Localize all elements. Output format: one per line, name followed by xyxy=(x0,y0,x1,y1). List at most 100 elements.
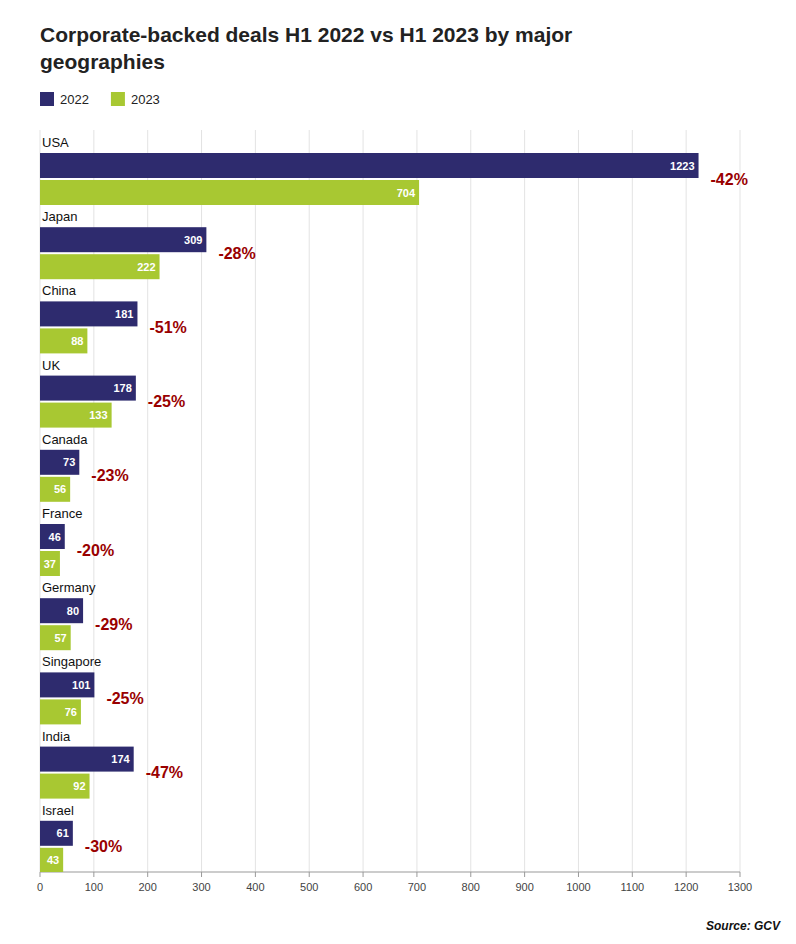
data-label: 73 xyxy=(63,456,75,468)
bar xyxy=(40,699,81,724)
data-label: 57 xyxy=(54,632,66,644)
pct-change: -42% xyxy=(711,171,748,188)
grid-line xyxy=(740,130,741,872)
bar xyxy=(40,672,94,697)
x-axis-line xyxy=(40,872,740,873)
tick-label: 1300 xyxy=(728,881,752,893)
tick-mark xyxy=(470,872,471,877)
tick-label: 600 xyxy=(354,881,372,893)
category-label: Japan xyxy=(42,209,77,224)
data-label: 37 xyxy=(44,558,56,570)
grid-line xyxy=(686,130,687,872)
bar xyxy=(40,227,206,252)
data-label: 92 xyxy=(73,780,85,792)
pct-change: -23% xyxy=(91,467,128,484)
grid-line xyxy=(363,130,364,872)
tick-mark xyxy=(524,872,525,877)
bar xyxy=(40,301,137,326)
bar xyxy=(40,598,83,623)
tick-mark xyxy=(147,872,148,877)
data-label: 174 xyxy=(111,753,130,765)
category-label: UK xyxy=(42,358,60,373)
bar xyxy=(40,403,112,428)
bar xyxy=(40,180,419,205)
data-label: 309 xyxy=(184,234,202,246)
tick-label: 500 xyxy=(300,881,318,893)
bar xyxy=(40,821,73,846)
tick-mark xyxy=(632,872,633,877)
legend: 2022 2023 xyxy=(40,92,160,107)
pct-change: -51% xyxy=(149,319,186,336)
grid-line xyxy=(578,130,579,872)
tick-label: 100 xyxy=(85,881,103,893)
title-line: Corporate-backed deals H1 2022 vs H1 202… xyxy=(40,23,572,46)
tick-mark xyxy=(255,872,256,877)
data-label: 46 xyxy=(49,531,61,543)
tick-label: 200 xyxy=(139,881,157,893)
x-axis: 0100200300400500600700800900100011001200… xyxy=(37,872,752,893)
tick-mark xyxy=(740,872,741,877)
chart: Corporate-backed deals H1 2022 vs H1 202… xyxy=(0,0,796,944)
tick-label: 1100 xyxy=(620,881,644,893)
bar xyxy=(40,153,699,178)
tick-label: 700 xyxy=(408,881,426,893)
pct-change: -20% xyxy=(77,542,114,559)
bar xyxy=(40,450,79,475)
data-label: 61 xyxy=(57,827,69,839)
data-label: 181 xyxy=(115,308,133,320)
bar xyxy=(40,747,134,772)
category-label: USA xyxy=(42,135,69,150)
tick-label: 1200 xyxy=(674,881,698,893)
category-label: Canada xyxy=(42,432,88,447)
tick-label: 0 xyxy=(37,881,43,893)
tick-mark xyxy=(578,872,579,877)
data-label: 101 xyxy=(72,679,90,691)
legend-swatch xyxy=(40,92,54,106)
grid-line xyxy=(632,130,633,872)
tick-mark xyxy=(40,872,41,877)
category-label: Germany xyxy=(42,580,96,595)
tick-label: 400 xyxy=(246,881,264,893)
data-label: 76 xyxy=(65,706,77,718)
bar xyxy=(40,551,60,576)
tick-label: 900 xyxy=(515,881,533,893)
pct-change: -30% xyxy=(85,838,122,855)
category-label: Singapore xyxy=(42,654,101,669)
data-label: 43 xyxy=(47,854,59,866)
bar xyxy=(40,328,87,353)
data-label: 88 xyxy=(71,335,83,347)
bar xyxy=(40,376,136,401)
pct-change: -25% xyxy=(148,393,185,410)
grid-line xyxy=(470,130,471,872)
tick-label: 300 xyxy=(192,881,210,893)
labels: USA1223704-42%Japan309222-28%China18188-… xyxy=(42,135,748,866)
data-label: 178 xyxy=(113,382,131,394)
bar xyxy=(40,625,71,650)
pct-change: -28% xyxy=(218,245,255,262)
tick-mark xyxy=(363,872,364,877)
data-label: 80 xyxy=(67,605,79,617)
pct-change: -25% xyxy=(106,690,143,707)
bar xyxy=(40,774,90,799)
data-label: 704 xyxy=(397,187,416,199)
bars xyxy=(40,153,699,872)
category-label: India xyxy=(42,729,71,744)
grid-line xyxy=(524,130,525,872)
grid xyxy=(40,130,740,872)
data-label: 133 xyxy=(89,409,107,421)
grid-line xyxy=(255,130,256,872)
pct-change: -29% xyxy=(95,616,132,633)
source: Source: GCV xyxy=(706,919,781,933)
bar xyxy=(40,524,65,549)
tick-label: 800 xyxy=(462,881,480,893)
data-label: 56 xyxy=(54,483,66,495)
tick-mark xyxy=(416,872,417,877)
tick-mark xyxy=(309,872,310,877)
title-line: geographies xyxy=(40,50,165,73)
data-label: 1223 xyxy=(670,160,694,172)
data-label: 222 xyxy=(137,261,155,273)
category-label: France xyxy=(42,506,82,521)
legend-label: 2022 xyxy=(60,92,89,107)
pct-change: -47% xyxy=(146,764,183,781)
legend-label: 2023 xyxy=(131,92,160,107)
